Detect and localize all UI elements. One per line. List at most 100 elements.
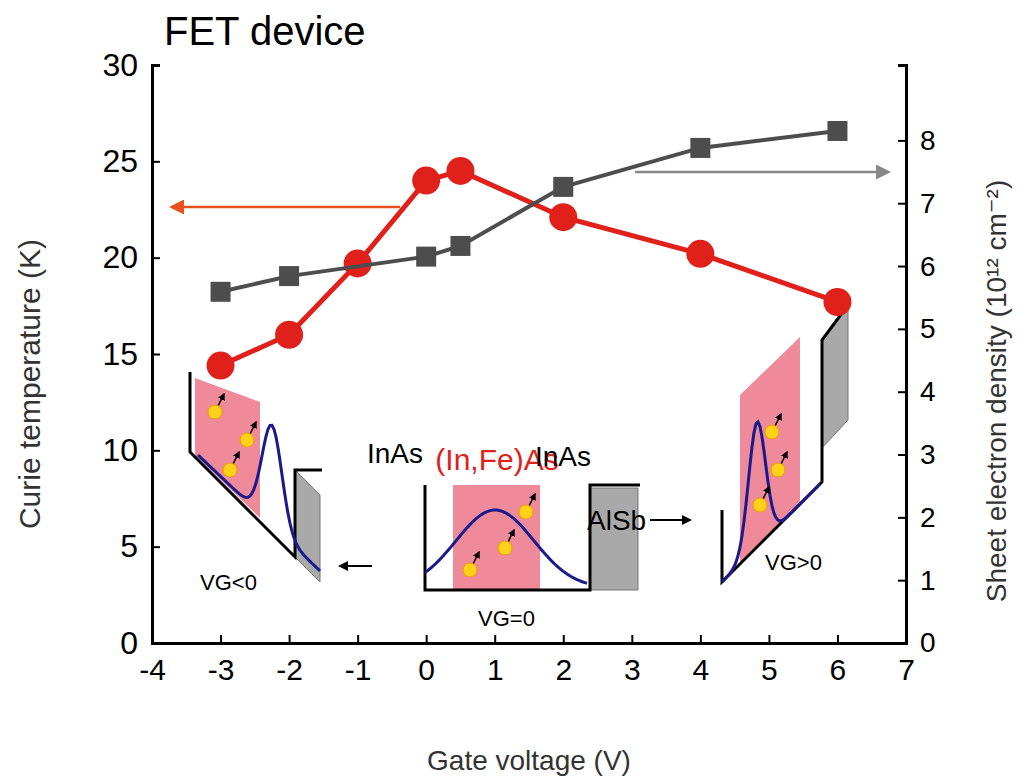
tick: 5 — [898, 313, 936, 344]
marker — [549, 203, 577, 231]
tick: 3 — [898, 439, 936, 470]
tick-mark — [898, 391, 906, 393]
tick: 3 — [624, 635, 641, 686]
electron — [498, 541, 512, 555]
alsb-barrier — [295, 470, 320, 582]
x-axis-title: Gate voltage (V) — [427, 745, 631, 776]
tick-mark — [220, 635, 222, 643]
tick: 0 — [898, 627, 936, 658]
tick-label: 5 — [120, 528, 138, 564]
tick-label: 3 — [624, 653, 641, 686]
title: FET device — [164, 9, 366, 53]
marker — [279, 266, 299, 286]
tick-label: 0 — [418, 653, 435, 686]
electron — [771, 463, 785, 477]
x-axis: -4 -3 -2 -1 0 1 2 3 4 5 6 7 — [139, 635, 915, 686]
annotation: VG=0 — [478, 606, 535, 631]
tick-mark — [152, 643, 160, 645]
tick-mark — [768, 635, 770, 643]
tick-mark — [426, 635, 428, 643]
electron — [753, 498, 767, 512]
tick: 4 — [898, 376, 936, 407]
tick-label: 5 — [920, 313, 936, 344]
series-line — [221, 131, 838, 292]
tick: 8 — [898, 125, 936, 156]
tick-mark — [357, 635, 359, 643]
tick: 0 — [418, 635, 435, 686]
marker — [207, 352, 235, 380]
band-diagrams — [190, 305, 848, 590]
marker — [450, 236, 470, 256]
alsb-barrier — [822, 305, 848, 448]
tick-mark — [152, 354, 160, 356]
fe-layer — [740, 337, 800, 563]
tick-label: 0 — [120, 625, 138, 661]
tick-mark — [898, 643, 906, 645]
tick-mark — [898, 517, 906, 519]
tick-label: 6 — [830, 653, 847, 686]
tick-mark — [837, 635, 839, 643]
tick-mark — [898, 140, 906, 142]
marker — [416, 247, 436, 267]
annotation: InAs — [535, 441, 591, 472]
tick-label: 8 — [920, 125, 936, 156]
y2-axis: 0 1 2 3 4 5 6 7 8 — [898, 66, 936, 659]
tick-label: 4 — [920, 376, 936, 407]
tick: 25 — [102, 143, 160, 179]
marker — [446, 157, 474, 185]
tick: 1 — [487, 635, 504, 686]
tick-label: 25 — [102, 143, 138, 179]
tick-label: -4 — [139, 653, 166, 686]
tick-mark — [152, 65, 160, 67]
tick-label: -3 — [208, 653, 235, 686]
band-edge — [722, 305, 848, 582]
tick-mark — [563, 635, 565, 643]
tick-label: 4 — [693, 653, 710, 686]
y-axis: 051015202530 — [102, 47, 160, 661]
axis-pointer — [635, 171, 888, 174]
tick-label: 6 — [920, 251, 936, 282]
marker — [553, 177, 573, 197]
tick-label: -2 — [276, 653, 303, 686]
tick: 2 — [898, 502, 936, 533]
axis-line — [898, 66, 907, 644]
annotation: VG>0 — [765, 550, 822, 575]
tick: -2 — [276, 635, 303, 686]
fe-layer — [453, 485, 540, 590]
tick: -4 — [139, 635, 166, 686]
band-edge — [425, 485, 640, 590]
tick: 20 — [102, 239, 160, 275]
annotation: VG<0 — [200, 570, 257, 595]
tick-mark — [152, 257, 160, 259]
tick: 2 — [555, 635, 572, 686]
plot-area — [207, 121, 852, 380]
tick-mark — [631, 635, 633, 643]
annotation: AlSb — [587, 505, 646, 536]
tick-label: 7 — [920, 188, 936, 219]
tick-label: -1 — [345, 653, 372, 686]
tick-label: 2 — [920, 502, 936, 533]
tick-mark — [152, 546, 160, 548]
tick-label: 2 — [555, 653, 572, 686]
electron — [223, 463, 237, 477]
wavefunction — [425, 510, 587, 583]
tick-mark — [700, 635, 702, 643]
tick-label: 3 — [920, 439, 936, 470]
tick-mark — [898, 203, 906, 205]
marker — [275, 321, 303, 349]
pointer-arrow — [340, 565, 372, 567]
tick: 5 — [761, 635, 778, 686]
electron — [208, 405, 222, 419]
tick-mark — [898, 580, 906, 582]
series-line — [221, 171, 838, 366]
tick: 1 — [898, 565, 936, 596]
tick-label: 0 — [920, 627, 936, 658]
axis-line — [153, 66, 161, 644]
annotation: InAs — [367, 438, 423, 469]
tick: 6 — [830, 635, 847, 686]
axis-pointer — [172, 206, 400, 209]
tick-mark — [152, 450, 160, 452]
tick-mark — [898, 328, 906, 330]
wavefunction — [198, 425, 320, 571]
tick-label: 7 — [898, 653, 915, 686]
